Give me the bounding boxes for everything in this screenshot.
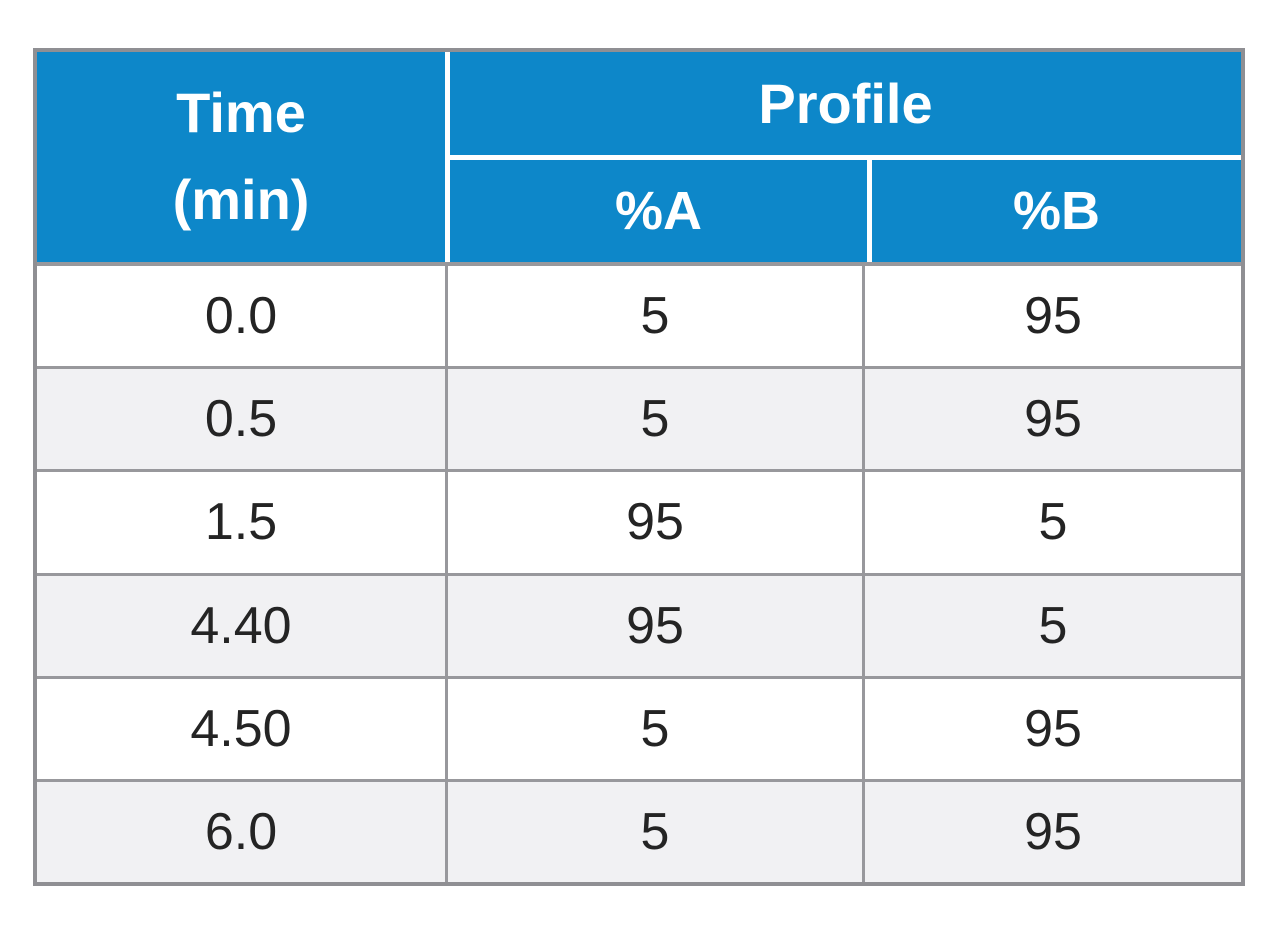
- cell-percent-a: 95: [445, 575, 862, 676]
- table-row: 1.5 95 5: [37, 469, 1241, 573]
- cell-time: 4.50: [190, 699, 292, 758]
- table-row: 4.40 95 5: [37, 572, 1241, 676]
- gradient-profile-table: Time (min) Profile %A %B 0.0 5 95 0.5 5 …: [33, 48, 1245, 886]
- cell-percent-b: 95: [862, 781, 1241, 883]
- header-cell-time: Time (min): [37, 52, 445, 262]
- cell-percent-a: 5: [445, 678, 862, 779]
- table-row: 6.0 5 95: [37, 778, 1241, 883]
- table-row: 0.5 5 95: [37, 366, 1241, 470]
- table-row: 4.50 5 95: [37, 675, 1241, 779]
- cell-percent-a: 5: [445, 369, 862, 470]
- cell-percent-a: 5: [445, 266, 862, 367]
- cell-time: 6.0: [204, 802, 278, 861]
- cell-time: 0.5: [204, 390, 278, 449]
- header-cell-profile: Profile: [450, 52, 1241, 155]
- header-time-label: Time: [176, 81, 306, 145]
- cell-percent-b: 95: [862, 266, 1241, 367]
- header-cell-percent-a: %A: [450, 159, 867, 262]
- table-header: Time (min) Profile %A %B: [37, 52, 1241, 262]
- table-row: 0.0 5 95: [37, 266, 1241, 367]
- cell-percent-b: 5: [862, 472, 1241, 573]
- cell-percent-a: 95: [445, 472, 862, 573]
- header-cell-percent-b: %B: [872, 159, 1241, 262]
- cell-percent-a: 5: [445, 781, 862, 883]
- cell-time: 0.0: [204, 287, 278, 346]
- cell-time: 1.5: [204, 493, 278, 552]
- cell-percent-b: 95: [862, 369, 1241, 470]
- cell-time: 4.40: [190, 596, 292, 655]
- table-body: 0.0 5 95 0.5 5 95 1.5 95 5 4.40 95 5 4.5…: [37, 262, 1241, 883]
- header-time-unit: (min): [172, 168, 310, 231]
- cell-percent-b: 95: [862, 678, 1241, 779]
- cell-percent-b: 5: [862, 575, 1241, 676]
